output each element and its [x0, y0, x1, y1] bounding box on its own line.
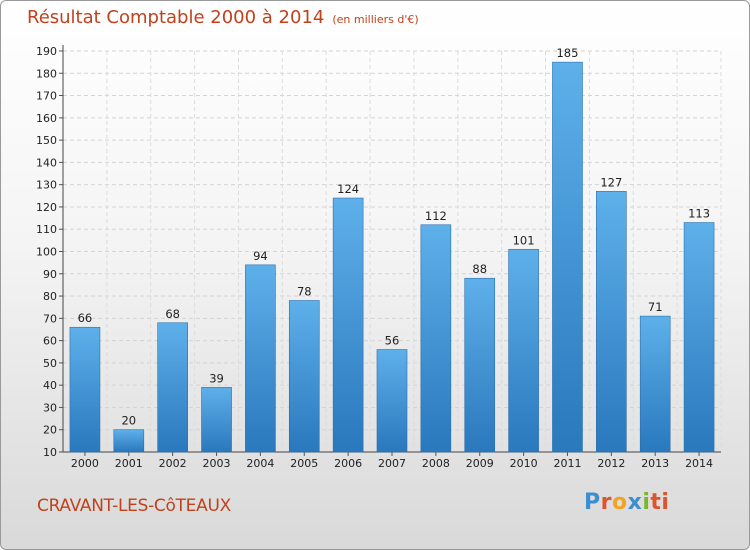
- axes: 10 20 30 40 50 60 70 80 90 100 110 120 130 140 150 160 1…: [36, 45, 721, 470]
- bar: [683, 222, 715, 453]
- data-label: 112: [425, 209, 447, 223]
- bar: [420, 224, 452, 453]
- logo-letter: o: [611, 490, 628, 515]
- y-tick-label: 180: [36, 67, 57, 80]
- y-tick-label: 170: [36, 90, 57, 103]
- bar: [376, 349, 408, 453]
- bar: [639, 315, 671, 453]
- data-label: 39: [209, 371, 224, 385]
- y-tick-label: 80: [43, 290, 57, 303]
- x-tick-label: 2001: [115, 457, 143, 470]
- data-label: 101: [513, 233, 535, 247]
- data-label: 78: [297, 285, 312, 299]
- x-tick-label: 2007: [378, 457, 406, 470]
- x-tick-label: 2009: [466, 457, 494, 470]
- data-label: 124: [337, 182, 359, 196]
- logo-letter: x: [627, 490, 643, 515]
- bar: [113, 429, 145, 453]
- bar: [332, 197, 364, 453]
- logo-letter: i: [642, 490, 651, 515]
- x-tick-label: 2014: [685, 457, 713, 470]
- y-tick-label: 30: [43, 401, 57, 414]
- data-label: 20: [121, 414, 136, 428]
- x-tick-label: 2012: [597, 457, 625, 470]
- logo-letter: P: [584, 490, 601, 515]
- y-tick-label: 150: [36, 134, 57, 147]
- data-label: 113: [688, 207, 710, 221]
- commune-name: CRAVANT-LES-CôTEAUX: [37, 496, 231, 516]
- x-tick-label: 2003: [203, 457, 231, 470]
- y-tick-label: 140: [36, 156, 57, 169]
- y-tick-label: 160: [36, 112, 57, 125]
- data-label: 94: [253, 249, 268, 263]
- y-tick-label: 70: [43, 312, 57, 325]
- data-label: 127: [600, 175, 622, 189]
- x-tick-label: 2013: [641, 457, 669, 470]
- bar: [69, 326, 101, 453]
- data-label: 185: [556, 46, 578, 60]
- y-tick-label: 120: [36, 201, 57, 214]
- y-tick-label: 90: [43, 268, 57, 281]
- bar: [596, 191, 627, 453]
- y-tick-label: 10: [43, 446, 57, 459]
- chart-title: Résultat Comptable 2000 à 2014 (en millie…: [27, 7, 419, 28]
- data-label: 71: [648, 300, 663, 314]
- y-tick-label: 20: [43, 424, 57, 437]
- title-unit: (en milliers d'€): [332, 13, 419, 26]
- y-tick-label: 40: [43, 379, 57, 392]
- x-tick-label: 2006: [334, 457, 362, 470]
- x-tick-label: 2008: [422, 457, 450, 470]
- logo-letter: r: [600, 490, 612, 515]
- bar: [552, 61, 583, 453]
- bar: [464, 277, 496, 453]
- bar: [288, 300, 320, 453]
- proxiti-logo: Proxiti: [584, 490, 669, 515]
- y-tick-label: 100: [36, 246, 57, 259]
- x-tick-label: 2004: [246, 457, 274, 470]
- bar: [201, 387, 232, 453]
- data-label: 88: [472, 262, 487, 276]
- data-labels: 66 20 68 39 94 78 124 56 112 88 101 185 127 71 113: [78, 46, 710, 428]
- bar: [508, 248, 539, 453]
- logo-letter: ti: [650, 490, 670, 515]
- x-tick-label: 2010: [510, 457, 538, 470]
- x-tick-label: 2002: [159, 457, 187, 470]
- data-label: 66: [78, 311, 93, 325]
- y-tick-label: 190: [36, 45, 57, 58]
- x-tick-label: 2005: [290, 457, 318, 470]
- bar: [245, 264, 276, 453]
- y-tick-label: 110: [36, 223, 57, 236]
- y-tick-label: 50: [43, 357, 57, 370]
- y-tick-label: 60: [43, 335, 57, 348]
- y-tick-label: 130: [36, 179, 57, 192]
- bar: [157, 322, 188, 453]
- data-label: 68: [165, 307, 180, 321]
- data-label: 56: [385, 334, 400, 348]
- bars: [69, 61, 715, 453]
- x-tick-label: 2000: [71, 457, 99, 470]
- x-tick-label: 2011: [553, 457, 581, 470]
- title-text: Résultat Comptable 2000 à 2014: [27, 7, 325, 28]
